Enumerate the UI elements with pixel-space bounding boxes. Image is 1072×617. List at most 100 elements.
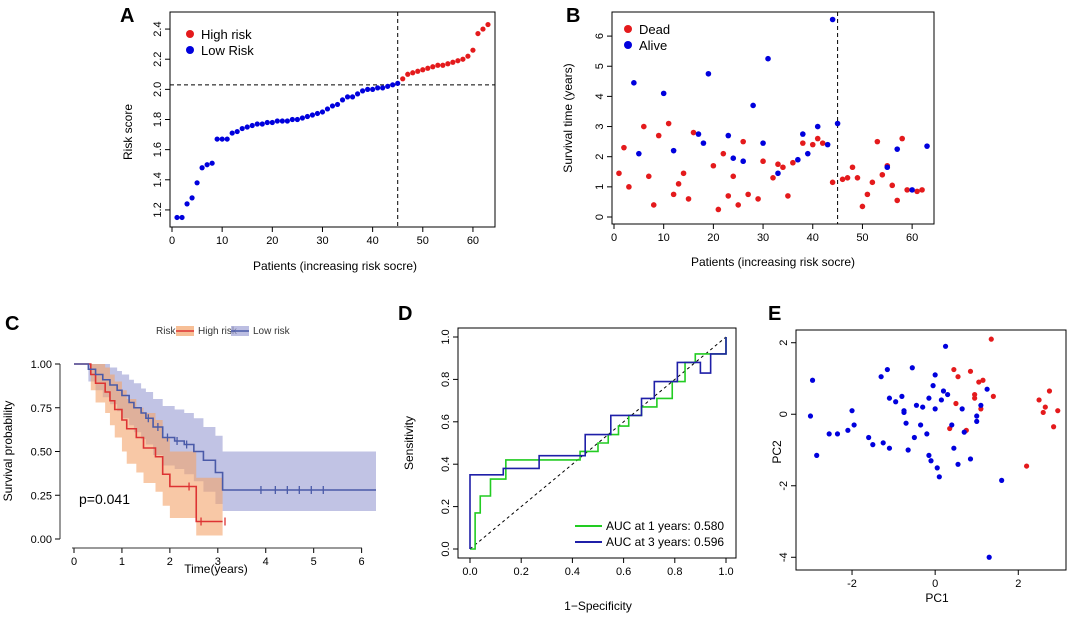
data-point (299, 115, 306, 121)
legend: Risk High risk Low risk (156, 326, 291, 337)
data-point (284, 118, 290, 124)
panel-c: Risk High risk Low risk 0 1 2 3 4 5 6 0.00 0.25 0… (1, 326, 376, 576)
x-tick-label: 1 (119, 556, 125, 568)
y-tick-label: 2.4 (152, 21, 164, 36)
data-point (809, 141, 816, 148)
data-point (959, 406, 965, 412)
data-point (934, 465, 940, 471)
data-point (765, 55, 771, 62)
data-point (800, 131, 806, 137)
legend-title: Risk (156, 326, 176, 337)
data-point (665, 120, 672, 127)
x-tick-label: 6 (359, 556, 365, 568)
data-point (420, 67, 426, 73)
data-point (869, 179, 876, 186)
x-tick-label: 1.0 (718, 566, 733, 578)
data-point (814, 123, 821, 130)
y-tick-label: 0.4 (440, 457, 452, 472)
y-tick-label: 1.00 (31, 359, 52, 371)
data-point (1023, 463, 1030, 469)
data-point (460, 56, 466, 62)
data-point (930, 383, 936, 389)
data-point (480, 26, 486, 32)
data-point (380, 85, 386, 91)
y-tick-label: 2.0 (152, 82, 164, 97)
data-point (904, 187, 910, 193)
data-point (945, 391, 951, 398)
survival-curve (74, 363, 223, 523)
data-point (984, 386, 990, 392)
data-point (636, 150, 642, 157)
data-point (410, 70, 416, 76)
data-point (690, 129, 697, 136)
data-point (641, 123, 647, 130)
x-tick-label: 5 (311, 556, 317, 568)
data-point (631, 80, 637, 86)
data-point (924, 431, 930, 437)
diagonal-reference (469, 336, 727, 550)
legend-label: Alive (639, 38, 667, 53)
data-point (919, 187, 925, 193)
data-point (405, 71, 411, 77)
y-axis-label: Survival probability (1, 401, 15, 502)
data-point (785, 193, 791, 199)
x-tick-label: 50 (856, 232, 868, 244)
data-point (455, 58, 461, 64)
x-tick-label: -2 (847, 578, 857, 590)
x-tick-label: 4 (263, 556, 269, 568)
data-point (924, 143, 930, 149)
panel-label-c: C (5, 313, 19, 335)
data-point (967, 456, 974, 462)
y-tick-label: 4 (594, 93, 606, 99)
x-axis-label: 1−Specificity (564, 599, 632, 613)
data-point (445, 61, 451, 67)
data-point (705, 70, 712, 77)
data-point (294, 116, 300, 123)
data-point (829, 16, 836, 23)
y-tick-label: 1.6 (152, 142, 164, 157)
data-point (349, 94, 356, 100)
data-point (866, 434, 872, 441)
data-point (470, 47, 476, 53)
y-tick-label: 1 (594, 184, 606, 190)
data-point (980, 377, 986, 383)
data-point (953, 400, 959, 407)
data-point (859, 203, 866, 210)
data-point (395, 80, 401, 86)
data-point (834, 120, 841, 127)
y-axis-label: PC2 (770, 440, 784, 464)
data-point (878, 374, 884, 380)
data-point (918, 422, 924, 428)
data-point (660, 90, 667, 97)
data-point (204, 162, 210, 168)
data-point (760, 140, 766, 146)
data-point (365, 86, 371, 92)
y-tick-label: 0.75 (31, 403, 52, 415)
panel-label-e: E (768, 303, 781, 325)
data-point (834, 431, 841, 437)
data-point (465, 53, 471, 59)
data-point (626, 184, 632, 190)
data-point (920, 404, 926, 410)
data-point (174, 214, 180, 221)
data-point (874, 138, 881, 145)
survival-curve (74, 363, 376, 491)
data-point (955, 461, 961, 467)
data-point (234, 128, 240, 135)
data-point (214, 136, 220, 142)
data-point (725, 193, 732, 199)
x-tick-label: 0 (932, 578, 938, 590)
data-point (239, 125, 245, 132)
y-tick-label: 0.0 (440, 541, 452, 556)
plot-frame (457, 327, 737, 559)
panel-label-b: B (566, 5, 580, 27)
y-tick-label: 0.6 (440, 414, 452, 429)
y-tick-label: 0.25 (31, 490, 52, 502)
legend-label: High risk (198, 326, 238, 337)
x-tick-label: 10 (216, 235, 228, 247)
data-point (254, 121, 260, 127)
data-point (814, 452, 820, 458)
data-point (824, 141, 831, 148)
x-tick-label: 2 (167, 556, 173, 568)
data-point (780, 164, 786, 171)
